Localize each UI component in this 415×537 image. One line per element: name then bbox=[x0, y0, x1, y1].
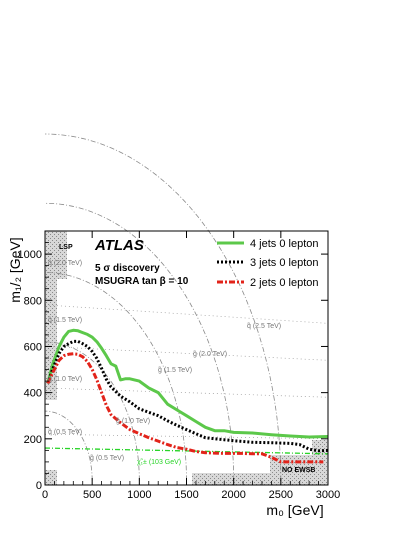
squark-contour-4 bbox=[44, 133, 282, 481]
squark-contour-3 bbox=[44, 202, 235, 481]
excluded-region-no-ewsb bbox=[192, 440, 328, 485]
y-tick-label-2: 400 bbox=[24, 388, 42, 400]
subtitle-line-2: MSUGRA tan β = 10 bbox=[95, 276, 189, 287]
squark-label-0: q̃ (0.5 TeV) bbox=[48, 429, 83, 436]
squark-contour-0 bbox=[45, 410, 93, 481]
legend-label-2jets: 2 jets 0 lepton bbox=[250, 277, 319, 289]
lsp-band-top bbox=[45, 231, 67, 279]
squark-contour-1 bbox=[44, 341, 140, 481]
y-axis-title: m₁/₂ [GeV] bbox=[7, 237, 23, 302]
chargino-label: χ̃₁± (103 GeV) bbox=[137, 459, 181, 466]
y-tick-label-5: 1000 bbox=[18, 249, 42, 261]
squark-label-1: q̃ (1.0 TeV) bbox=[48, 376, 83, 383]
no-ewsb-band-2 bbox=[270, 455, 328, 473]
y-tick-label-1: 200 bbox=[24, 434, 42, 446]
x-tick-label-0: 0 bbox=[42, 489, 48, 501]
series-layer bbox=[46, 328, 329, 464]
squark-label-3: q̃ (2.0 TeV) bbox=[48, 260, 83, 267]
x-tick-label-3: 1500 bbox=[174, 489, 198, 501]
squark-label-4: q̃ (2.5 TeV) bbox=[247, 323, 282, 330]
squark-label-2: q̃ (1.5 TeV) bbox=[48, 317, 83, 324]
subtitle-line-1: 5 σ discovery bbox=[95, 263, 160, 274]
gluino-label-3: g̃ (2.0 TeV) bbox=[193, 351, 228, 358]
no-ewsb-band-3 bbox=[312, 440, 328, 455]
series-line-1 bbox=[46, 339, 329, 453]
chargino-limit-line bbox=[44, 447, 329, 455]
squark-contour-2 bbox=[45, 272, 187, 481]
legend-label-3jets: 3 jets 0 lepton bbox=[250, 257, 319, 269]
atlas-brand: ATLAS bbox=[94, 237, 144, 254]
gluino-line-1 bbox=[44, 387, 329, 398]
series-line-0 bbox=[46, 328, 329, 439]
gluino-label-0: g̃ (0.5 TeV) bbox=[90, 455, 125, 462]
squark-mass-contours bbox=[44, 133, 282, 481]
gluino-mass-lines bbox=[44, 304, 329, 440]
x-tick-label-6: 3000 bbox=[316, 489, 340, 501]
x-tick-label-1: 500 bbox=[83, 489, 101, 501]
y-tick-label-0: 0 bbox=[36, 480, 42, 492]
gluino-line-2 bbox=[44, 346, 329, 361]
lsp-label: LSP bbox=[59, 244, 73, 251]
no-ewsb-band-1 bbox=[192, 473, 328, 485]
no-ewsb-label: NO EWSB bbox=[282, 467, 315, 474]
lsp-band-bottom bbox=[45, 470, 57, 485]
gluino-label-2: g̃ (1.5 TeV) bbox=[158, 367, 193, 374]
y-tick-label-3: 600 bbox=[24, 341, 42, 353]
legend: 4 jets 0 lepton 3 jets 0 lepton 2 jets 0… bbox=[217, 238, 319, 289]
axis-ticks: 0 500 1000 1500 2000 2500 3000 0 200 400 600 800 100… bbox=[18, 231, 340, 501]
x-axis-title: m₀ [GeV] bbox=[266, 502, 323, 518]
series-line-2 bbox=[46, 352, 324, 464]
gluino-label-1: g̃ (1.0 TeV) bbox=[116, 418, 151, 425]
legend-label-4jets: 4 jets 0 lepton bbox=[250, 238, 319, 250]
x-tick-label-4: 2000 bbox=[221, 489, 245, 501]
x-tick-label-2: 1000 bbox=[127, 489, 151, 501]
gluino-line-3 bbox=[44, 304, 329, 324]
y-tick-label-4: 800 bbox=[24, 295, 42, 307]
x-tick-label-5: 2500 bbox=[269, 489, 293, 501]
